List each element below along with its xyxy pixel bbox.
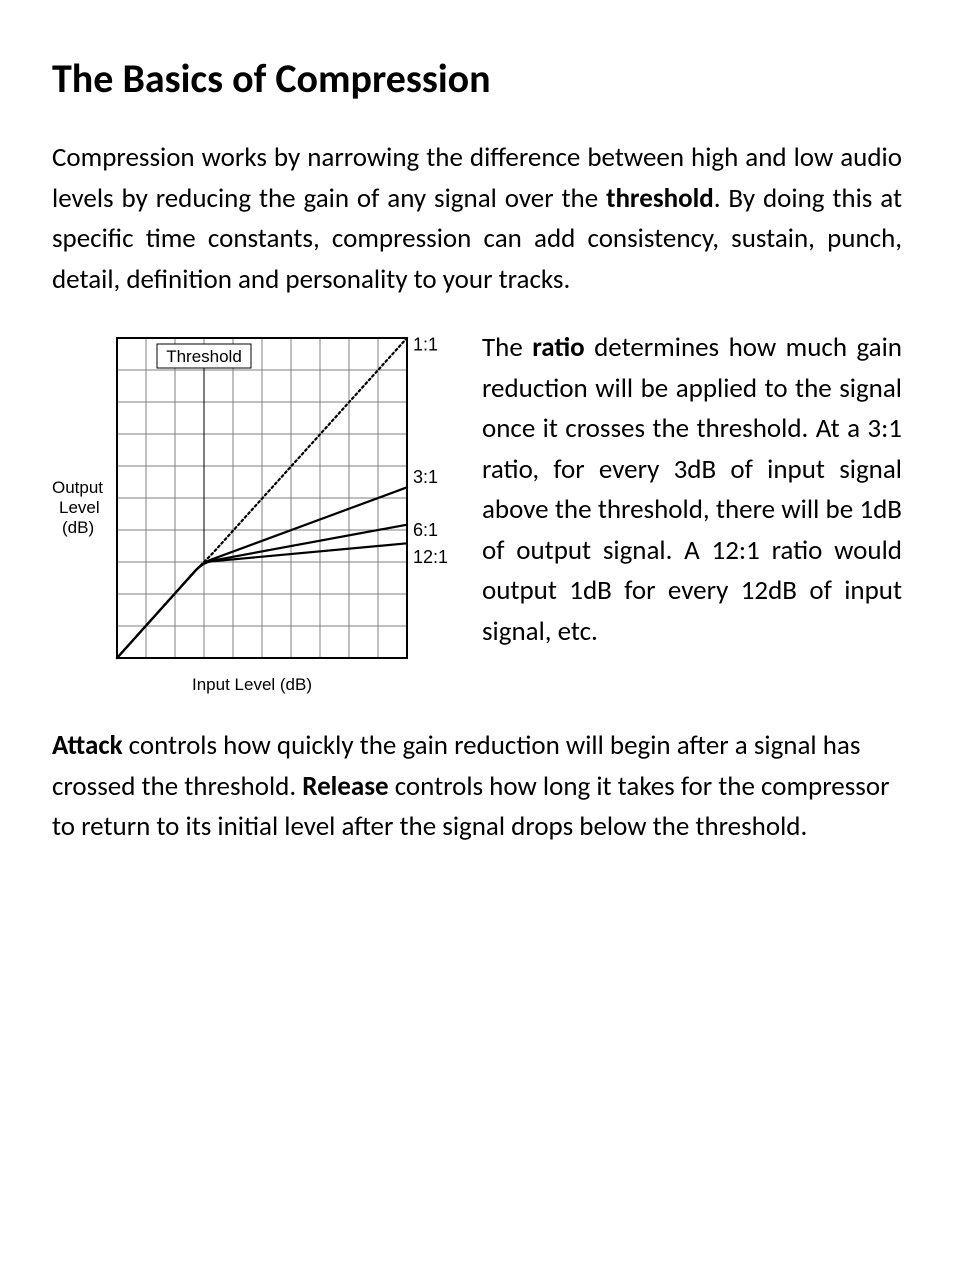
ratio-label: 1:1 <box>413 334 438 354</box>
document-page: The Basics of Compression Compression wo… <box>0 0 954 1272</box>
y-axis-label-line1: Output <box>52 478 103 497</box>
ratio-label: 12:1 <box>413 547 448 567</box>
ratio-label: 6:1 <box>413 520 438 540</box>
threshold-label: Threshold <box>166 347 242 366</box>
attack-bold: Attack <box>52 729 123 762</box>
y-axis-label-line2: Level <box>59 498 100 517</box>
ratio-paragraph: The ratio determines how much gain reduc… <box>482 328 902 652</box>
page-title: The Basics of Compression <box>52 56 902 102</box>
attack-release-paragraph: Attack controls how quickly the gain red… <box>52 726 902 848</box>
ratio-label: 3:1 <box>413 467 438 487</box>
ratio-text-post: determines how much gain reduction will … <box>482 331 902 648</box>
intro-bold-threshold: threshold <box>606 182 714 215</box>
release-bold: Release <box>302 770 388 803</box>
y-axis-label-line3: (dB) <box>62 518 94 537</box>
x-axis-label: Input Level (dB) <box>192 675 312 694</box>
intro-paragraph: Compression works by narrowing the diffe… <box>52 138 902 300</box>
figure-row: Threshold 1:1 3:1 6:1 12:1 Output Level (dB)… <box>52 328 902 698</box>
plot-area: Threshold 1:1 3:1 6:1 12:1 <box>117 334 448 658</box>
compression-chart-svg: Threshold 1:1 3:1 6:1 12:1 Output Level (dB)… <box>52 328 462 698</box>
compression-chart: Threshold 1:1 3:1 6:1 12:1 Output Level (dB)… <box>52 328 462 698</box>
ratio-bold: ratio <box>532 331 584 364</box>
ratio-text-pre: The <box>482 331 532 364</box>
